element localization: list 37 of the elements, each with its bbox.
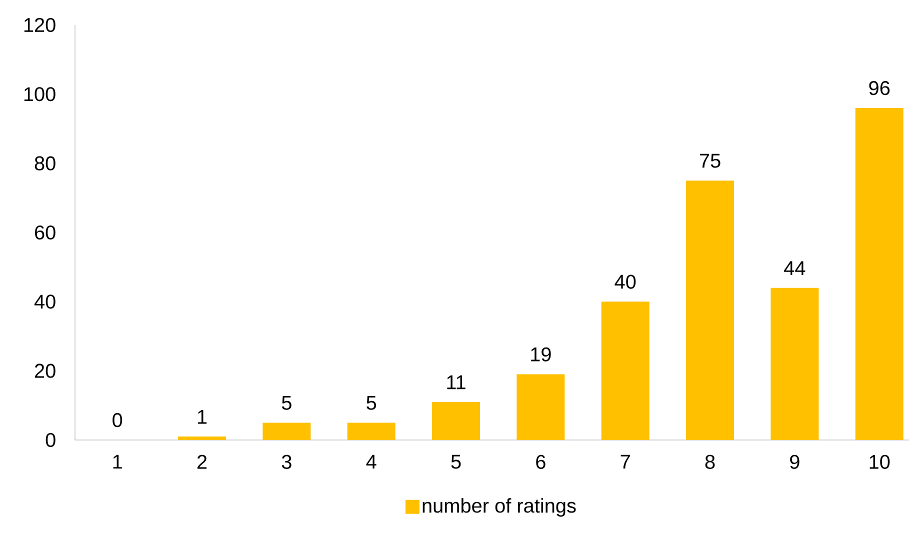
x-tick-label: 10 <box>870 454 890 469</box>
bar <box>855 108 904 440</box>
y-tick-label: 0 <box>46 432 56 448</box>
data-label: 40 <box>614 274 636 289</box>
data-label: 1 <box>198 410 207 424</box>
bar <box>178 436 226 440</box>
x-tick-label: 7 <box>620 454 630 469</box>
legend-label: number of ratings <box>422 498 576 517</box>
data-label: 96 <box>869 81 890 96</box>
x-tick-label: 6 <box>536 454 546 469</box>
data-label: 19 <box>531 347 551 362</box>
bar <box>432 402 480 440</box>
y-tick-label: 20 <box>34 364 56 378</box>
y-tick-label: 120 <box>24 18 56 32</box>
x-tick-label: 9 <box>790 454 800 469</box>
bar <box>601 302 650 440</box>
x-tick-label: 1 <box>113 454 122 469</box>
data-label: 75 <box>700 154 720 168</box>
x-tick-label: 3 <box>282 454 292 469</box>
y-tick-label: 40 <box>34 294 56 309</box>
x-tick-label: 4 <box>366 454 376 469</box>
data-label: 11 <box>447 375 466 390</box>
bar <box>686 180 734 440</box>
x-tick-label: 5 <box>451 454 461 469</box>
data-label: 5 <box>366 396 376 410</box>
bar <box>516 374 565 440</box>
data-label: 0 <box>112 413 122 428</box>
bar <box>262 422 311 440</box>
data-label: 5 <box>282 396 292 410</box>
x-tick-label: 2 <box>197 454 207 469</box>
y-tick-label: 60 <box>35 225 56 240</box>
bar <box>770 288 819 440</box>
bar <box>347 422 396 440</box>
x-tick-label: 8 <box>705 454 715 469</box>
data-label: 44 <box>784 261 806 275</box>
y-tick-label: 100 <box>24 87 56 102</box>
y-tick-label: 80 <box>34 156 56 170</box>
